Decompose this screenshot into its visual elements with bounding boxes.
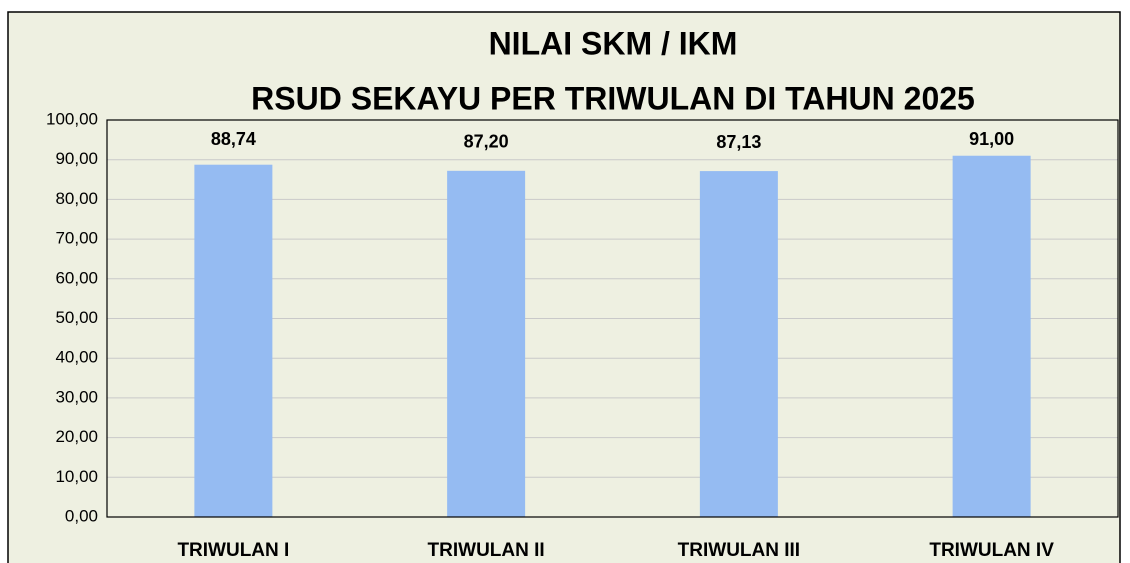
chart-subtitle: RSUD SEKAYU PER TRIWULAN DI TAHUN 2025 xyxy=(251,80,975,116)
x-tick-label: TRIWULAN III xyxy=(678,540,800,561)
y-tick-label: 10,00 xyxy=(55,467,98,486)
chart-background xyxy=(7,11,1121,563)
chart-title: NILAI SKM / IKM xyxy=(489,25,738,61)
data-label: 87,13 xyxy=(716,132,761,152)
plot-border xyxy=(106,119,1119,518)
bar xyxy=(194,164,273,517)
data-label: 88,74 xyxy=(211,129,256,149)
y-tick-label: 90,00 xyxy=(55,149,98,168)
bar xyxy=(447,170,526,518)
y-tick-label: 30,00 xyxy=(55,387,98,406)
bar xyxy=(952,155,1031,518)
y-tick-label: 100,00 xyxy=(46,109,98,128)
x-tick-label: TRIWULAN II xyxy=(428,540,545,561)
y-tick-label: 80,00 xyxy=(55,189,98,208)
y-tick-label: 0,00 xyxy=(65,506,98,525)
y-tick-label: 40,00 xyxy=(55,348,98,367)
y-tick-label: 50,00 xyxy=(55,308,98,327)
bar xyxy=(699,171,778,517)
data-label: 91,00 xyxy=(969,129,1014,149)
y-tick-label: 20,00 xyxy=(55,427,98,446)
y-tick-label: 70,00 xyxy=(55,229,98,248)
x-tick-label: TRIWULAN IV xyxy=(929,540,1054,561)
y-tick-label: 60,00 xyxy=(55,268,98,287)
data-label: 87,20 xyxy=(464,132,509,152)
x-tick-label: TRIWULAN I xyxy=(177,540,289,561)
